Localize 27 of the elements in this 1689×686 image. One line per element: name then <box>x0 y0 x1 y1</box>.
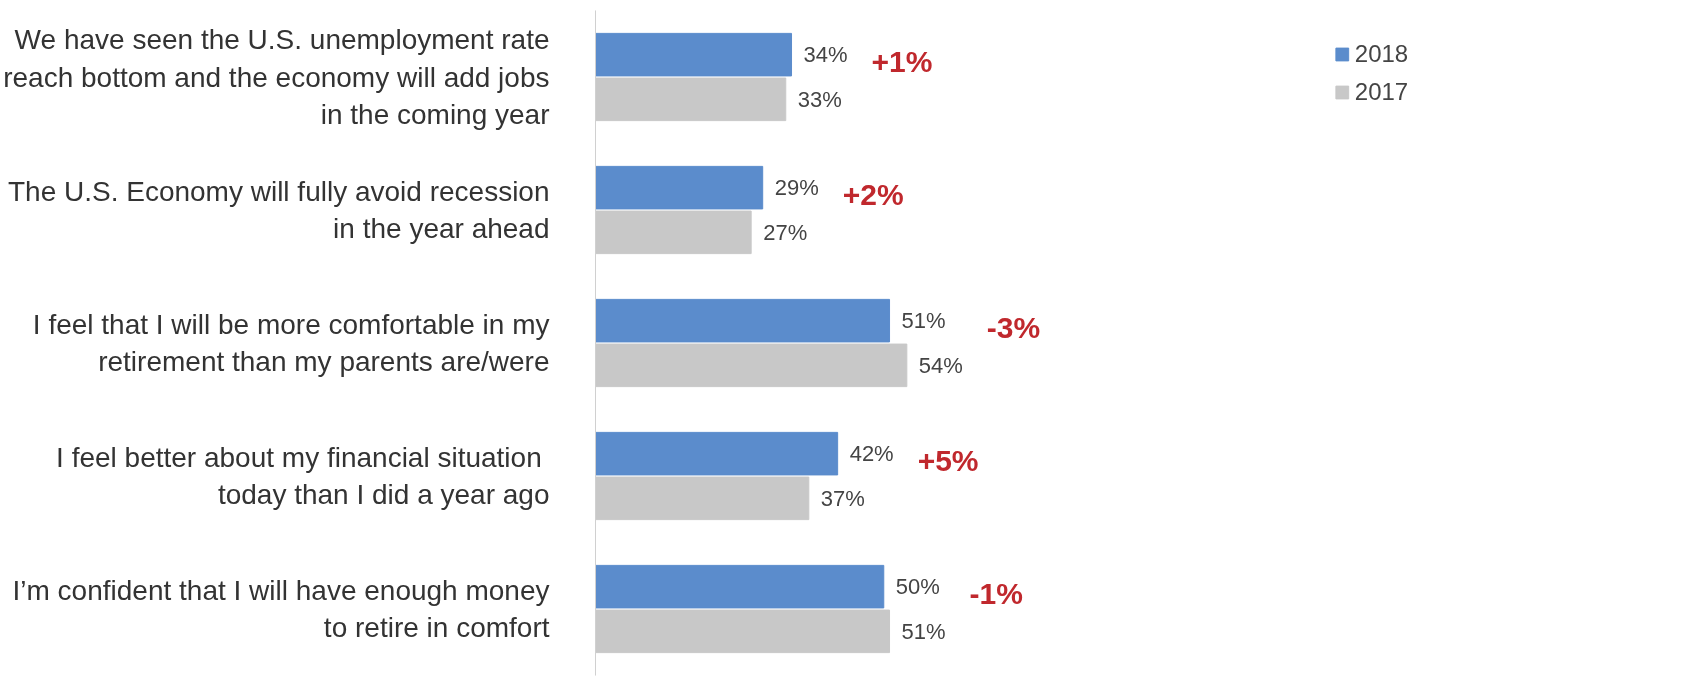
data-label: 42% <box>849 441 894 467</box>
bar <box>595 431 839 476</box>
text: -1% <box>969 576 1023 610</box>
bar <box>595 165 764 210</box>
bar <box>595 32 793 77</box>
data-label: 33% <box>797 86 842 112</box>
data-label: 50% <box>895 574 940 600</box>
data-label: 51% <box>901 308 946 334</box>
annotation: +2% <box>842 177 904 211</box>
annotation: +1% <box>871 44 933 78</box>
legend-label: 2017 <box>1354 78 1409 106</box>
text: +5% <box>917 443 979 477</box>
y-tick-label: I feel that I will be more comfortable in my retirement than my parents are/were <box>32 308 550 378</box>
data-label: 34% <box>803 42 848 68</box>
legend-label: 2018 <box>1354 40 1409 68</box>
y-tick-label: I’m confident that I will have enough money to retire in comfort <box>12 574 550 644</box>
data-label: 37% <box>820 485 865 511</box>
data-label: 29% <box>774 175 819 201</box>
bar <box>595 298 891 343</box>
bar <box>595 564 885 609</box>
data-label: 27% <box>763 219 808 245</box>
y-tick-label: We have seen the U.S. unemployment rate reach bottom and the economy will add jobs in the coming year <box>3 24 550 130</box>
y-tick-label: I feel better about my financial situation today than I did a year ago <box>56 441 550 511</box>
y-tick-label: The U.S. Economy will fully avoid recession in the year ahead <box>7 175 550 245</box>
data-label: 51% <box>901 618 946 644</box>
data-label: 54% <box>918 352 963 378</box>
text: -3% <box>986 310 1041 344</box>
